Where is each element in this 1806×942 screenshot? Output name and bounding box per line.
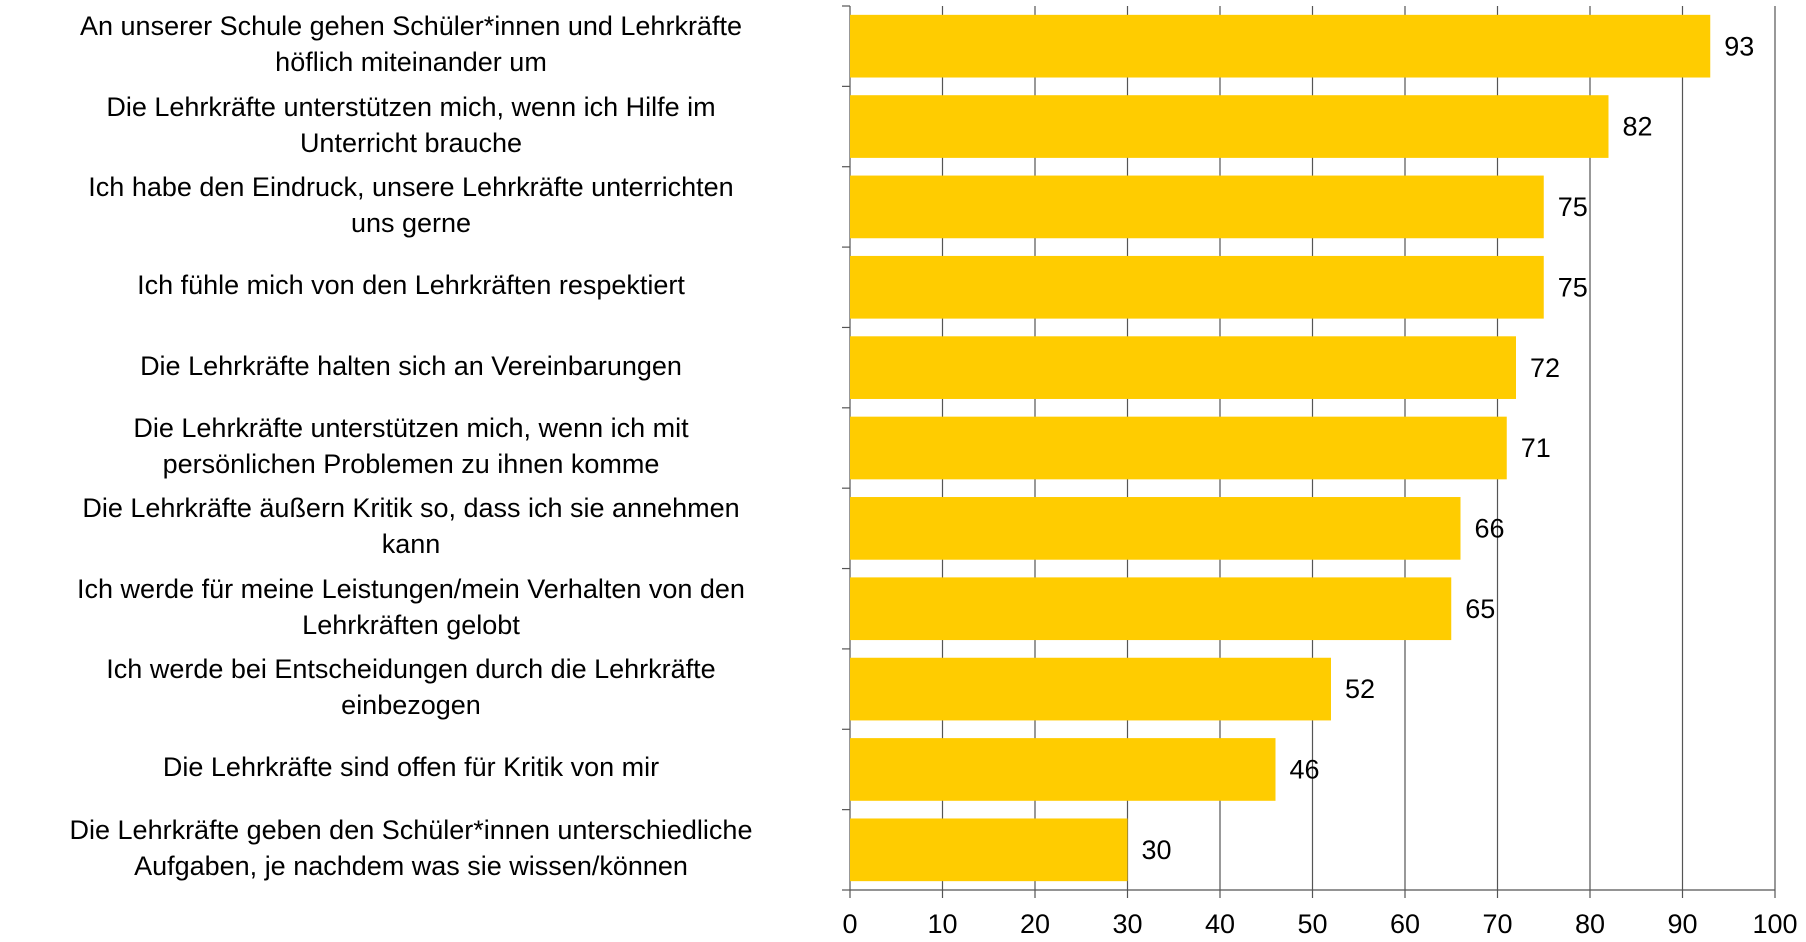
bar: [850, 95, 1609, 158]
y-tick-label: Ich habe den Eindruck, unsere Lehrkräfte…: [88, 171, 734, 238]
value-label: 71: [1521, 433, 1551, 463]
x-tick-label: 10: [927, 909, 957, 939]
value-label: 65: [1465, 594, 1495, 624]
y-tick-label: Die Lehrkräfte äußern Kritik so, dass ic…: [82, 493, 740, 560]
value-label: 72: [1530, 353, 1560, 383]
y-tick-label: Die Lehrkräfte unterstützen mich, wenn i…: [133, 413, 689, 479]
y-tick-label: Die Lehrkräfte unterstützen mich, wenn i…: [106, 91, 716, 158]
bar: [850, 175, 1544, 239]
value-label: 52: [1345, 674, 1375, 704]
value-label: 30: [1142, 835, 1172, 865]
y-tick-label: Die Lehrkräfte sind offen für Kritik von…: [162, 752, 660, 783]
value-label: 75: [1558, 272, 1588, 302]
value-label: 46: [1290, 755, 1320, 785]
x-tick-label: 60: [1390, 909, 1420, 939]
value-label: 93: [1724, 31, 1754, 61]
bar: [850, 497, 1461, 560]
y-tick-label: Ich fühle mich von den Lehrkräften respe…: [137, 270, 685, 301]
y-tick-label: Die Lehrkräfte geben den Schüler*innen u…: [69, 814, 753, 881]
x-tick-label: 70: [1482, 909, 1512, 939]
bar: [850, 255, 1544, 319]
y-tick-label: Ich werde bei Entscheidungen durch die L…: [106, 654, 716, 721]
bar: [850, 416, 1507, 480]
y-tick-label: An unserer Schule gehen Schüler*innen un…: [80, 11, 742, 78]
value-label: 75: [1558, 192, 1588, 222]
value-label: 82: [1623, 112, 1653, 142]
y-tick-label: Die Lehrkräfte halten sich an Vereinbaru…: [140, 350, 682, 381]
x-tick-label: 40: [1205, 909, 1235, 939]
x-tick-label: 30: [1112, 909, 1142, 939]
bar: [850, 14, 1711, 78]
x-tick-label: 0: [842, 909, 857, 939]
bar: [850, 818, 1128, 882]
bar: [850, 738, 1276, 801]
x-tick-label: 90: [1667, 909, 1697, 939]
bar: [850, 577, 1452, 641]
x-tick-label: 80: [1575, 909, 1605, 939]
y-tick-label: Ich werde für meine Leistungen/mein Verh…: [77, 573, 745, 640]
x-tick-label: 100: [1752, 909, 1797, 939]
x-tick-label: 50: [1297, 909, 1327, 939]
value-label: 66: [1475, 513, 1505, 543]
bar: [850, 336, 1516, 399]
x-tick-label: 20: [1020, 909, 1050, 939]
bar: [850, 657, 1331, 721]
